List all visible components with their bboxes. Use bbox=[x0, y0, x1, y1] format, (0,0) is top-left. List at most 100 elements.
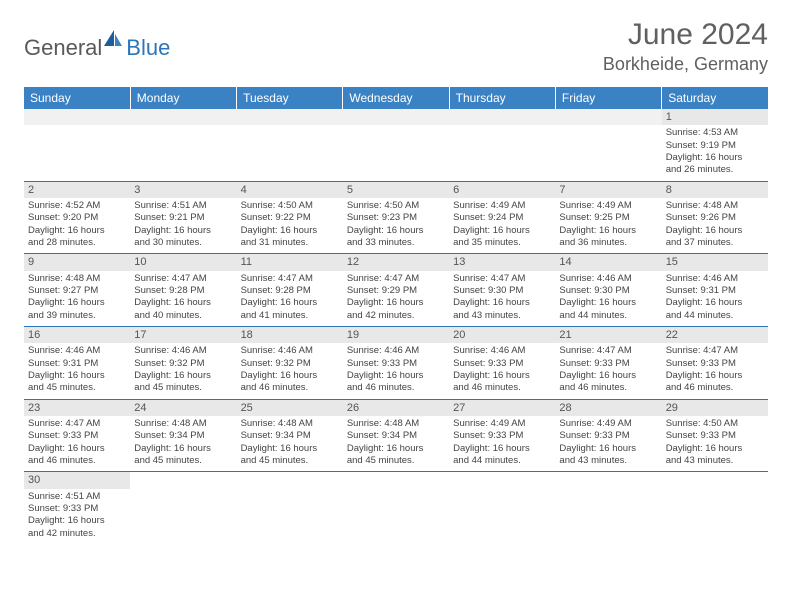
cell-sunset: Sunset: 9:31 PM bbox=[666, 285, 764, 297]
day-number-empty bbox=[237, 109, 343, 125]
cell-sunset: Sunset: 9:33 PM bbox=[559, 358, 657, 370]
cell-sunrise: Sunrise: 4:46 AM bbox=[347, 345, 445, 357]
calendar-cell: 29Sunrise: 4:50 AMSunset: 9:33 PMDayligh… bbox=[662, 399, 768, 472]
day-number: 1 bbox=[662, 109, 768, 125]
cell-sunrise: Sunrise: 4:53 AM bbox=[666, 127, 764, 139]
cell-daylight2: and 44 minutes. bbox=[453, 455, 551, 467]
calendar-cell: 3Sunrise: 4:51 AMSunset: 9:21 PMDaylight… bbox=[130, 181, 236, 254]
cell-daylight2: and 45 minutes. bbox=[347, 455, 445, 467]
cell-daylight2: and 46 minutes. bbox=[453, 382, 551, 394]
cell-sunrise: Sunrise: 4:47 AM bbox=[666, 345, 764, 357]
calendar-cell: 12Sunrise: 4:47 AMSunset: 9:29 PMDayligh… bbox=[343, 254, 449, 327]
calendar-cell: 23Sunrise: 4:47 AMSunset: 9:33 PMDayligh… bbox=[24, 399, 130, 472]
cell-sunset: Sunset: 9:34 PM bbox=[241, 430, 339, 442]
day-number: 16 bbox=[24, 327, 130, 343]
cell-sunset: Sunset: 9:33 PM bbox=[28, 430, 126, 442]
cell-daylight1: Daylight: 16 hours bbox=[559, 297, 657, 309]
calendar-cell bbox=[555, 109, 661, 181]
cell-sunset: Sunset: 9:30 PM bbox=[453, 285, 551, 297]
calendar-cell: 28Sunrise: 4:49 AMSunset: 9:33 PMDayligh… bbox=[555, 399, 661, 472]
cell-sunset: Sunset: 9:33 PM bbox=[666, 430, 764, 442]
day-number-empty bbox=[343, 109, 449, 125]
day-number-empty bbox=[343, 472, 449, 488]
calendar-cell: 26Sunrise: 4:48 AMSunset: 9:34 PMDayligh… bbox=[343, 399, 449, 472]
calendar-cell: 30Sunrise: 4:51 AMSunset: 9:33 PMDayligh… bbox=[24, 472, 130, 544]
cell-daylight1: Daylight: 16 hours bbox=[134, 370, 232, 382]
day-number: 18 bbox=[237, 327, 343, 343]
cell-sunset: Sunset: 9:32 PM bbox=[241, 358, 339, 370]
cell-sunset: Sunset: 9:28 PM bbox=[134, 285, 232, 297]
cell-daylight1: Daylight: 16 hours bbox=[134, 297, 232, 309]
cell-daylight1: Daylight: 16 hours bbox=[453, 225, 551, 237]
day-number-empty bbox=[555, 109, 661, 125]
weekday-header: Monday bbox=[130, 87, 236, 109]
weekday-header: Wednesday bbox=[343, 87, 449, 109]
cell-daylight2: and 45 minutes. bbox=[134, 455, 232, 467]
calendar-cell bbox=[343, 472, 449, 544]
day-number: 14 bbox=[555, 254, 661, 270]
day-number: 28 bbox=[555, 400, 661, 416]
calendar-cell: 13Sunrise: 4:47 AMSunset: 9:30 PMDayligh… bbox=[449, 254, 555, 327]
calendar-cell: 6Sunrise: 4:49 AMSunset: 9:24 PMDaylight… bbox=[449, 181, 555, 254]
cell-daylight1: Daylight: 16 hours bbox=[453, 370, 551, 382]
cell-daylight2: and 46 minutes. bbox=[559, 382, 657, 394]
cell-sunrise: Sunrise: 4:47 AM bbox=[241, 273, 339, 285]
day-number: 15 bbox=[662, 254, 768, 270]
cell-daylight1: Daylight: 16 hours bbox=[241, 225, 339, 237]
cell-sunrise: Sunrise: 4:46 AM bbox=[453, 345, 551, 357]
cell-daylight2: and 43 minutes. bbox=[453, 310, 551, 322]
cell-daylight1: Daylight: 16 hours bbox=[347, 443, 445, 455]
cell-daylight2: and 41 minutes. bbox=[241, 310, 339, 322]
cell-sunset: Sunset: 9:33 PM bbox=[559, 430, 657, 442]
calendar-cell: 5Sunrise: 4:50 AMSunset: 9:23 PMDaylight… bbox=[343, 181, 449, 254]
day-number-empty bbox=[24, 109, 130, 125]
calendar-cell bbox=[237, 472, 343, 544]
day-number: 11 bbox=[237, 254, 343, 270]
cell-sunrise: Sunrise: 4:48 AM bbox=[28, 273, 126, 285]
weekday-header-row: Sunday Monday Tuesday Wednesday Thursday… bbox=[24, 87, 768, 109]
calendar-cell: 8Sunrise: 4:48 AMSunset: 9:26 PMDaylight… bbox=[662, 181, 768, 254]
calendar-cell: 20Sunrise: 4:46 AMSunset: 9:33 PMDayligh… bbox=[449, 327, 555, 400]
cell-sunrise: Sunrise: 4:48 AM bbox=[134, 418, 232, 430]
cell-daylight2: and 42 minutes. bbox=[28, 528, 126, 540]
cell-daylight2: and 31 minutes. bbox=[241, 237, 339, 249]
day-number: 5 bbox=[343, 182, 449, 198]
cell-sunset: Sunset: 9:33 PM bbox=[666, 358, 764, 370]
cell-sunset: Sunset: 9:29 PM bbox=[347, 285, 445, 297]
day-number: 21 bbox=[555, 327, 661, 343]
brand-blue: Blue bbox=[126, 35, 170, 61]
day-number: 27 bbox=[449, 400, 555, 416]
cell-sunset: Sunset: 9:23 PM bbox=[347, 212, 445, 224]
day-number: 8 bbox=[662, 182, 768, 198]
cell-daylight2: and 37 minutes. bbox=[666, 237, 764, 249]
cell-sunset: Sunset: 9:33 PM bbox=[453, 430, 551, 442]
cell-daylight2: and 45 minutes. bbox=[241, 455, 339, 467]
day-number: 20 bbox=[449, 327, 555, 343]
calendar-cell: 9Sunrise: 4:48 AMSunset: 9:27 PMDaylight… bbox=[24, 254, 130, 327]
weekday-header: Saturday bbox=[662, 87, 768, 109]
calendar-row: 16 Sunrise: 4:46 AM Sunset: 9:31 PM Dayligh… bbox=[24, 327, 768, 400]
cell-daylight2: and 45 minutes. bbox=[28, 382, 126, 394]
day-number-empty bbox=[555, 472, 661, 488]
cell-daylight2: and 39 minutes. bbox=[28, 310, 126, 322]
cell-daylight1: Daylight: 16 hours bbox=[347, 370, 445, 382]
cell-sunrise: Sunrise: 4:49 AM bbox=[559, 418, 657, 430]
cell-sunset: Sunset: 9:31 PM bbox=[28, 358, 126, 370]
calendar-body: 1 Sunrise: 4:53 AMSunset: 9:19 PM Daylight… bbox=[24, 109, 768, 544]
cell-sunset: Sunset: 9:27 PM bbox=[28, 285, 126, 297]
cell-sunrise: Sunrise: 4:49 AM bbox=[453, 200, 551, 212]
cell-daylight1: Daylight: 16 hours bbox=[453, 443, 551, 455]
cell-daylight2: and 46 minutes. bbox=[241, 382, 339, 394]
cell-daylight1: Daylight: 16 hours bbox=[241, 297, 339, 309]
calendar-cell: 15Sunrise: 4:46 AMSunset: 9:31 PMDayligh… bbox=[662, 254, 768, 327]
day-number: 19 bbox=[343, 327, 449, 343]
cell-sunrise: Sunrise: 4:47 AM bbox=[347, 273, 445, 285]
cell-sunset: Sunset: 9:19 PM bbox=[666, 140, 764, 152]
cell-daylight2: and 26 minutes. bbox=[666, 164, 764, 176]
cell-sunrise: Sunrise: 4:52 AM bbox=[28, 200, 126, 212]
cell-daylight1: Daylight: 16 hours bbox=[241, 370, 339, 382]
calendar-cell bbox=[662, 472, 768, 544]
cell-daylight2: and 43 minutes. bbox=[559, 455, 657, 467]
cell-sunrise: Sunrise: 4:49 AM bbox=[559, 200, 657, 212]
calendar-cell bbox=[449, 109, 555, 181]
